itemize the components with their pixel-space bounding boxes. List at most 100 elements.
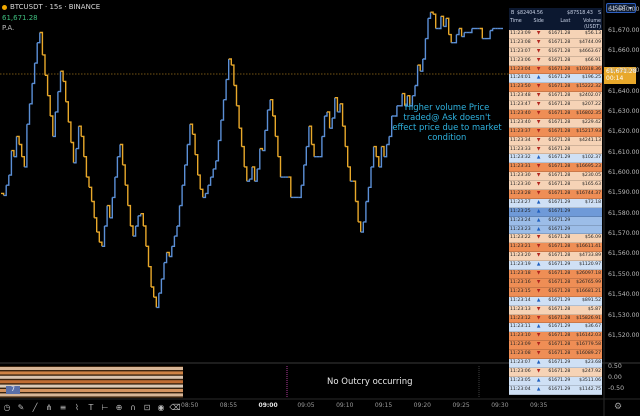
trade-price: 61671.29 [548, 208, 571, 214]
pencil-icon[interactable]: ✎ [17, 402, 25, 412]
lock-icon[interactable]: ⊡ [143, 402, 151, 412]
fibonacci-icon[interactable]: ≡ [59, 402, 67, 412]
tape-row[interactable]: 11:24:01 ▲ 61671.29 $196.25 [509, 74, 602, 84]
trade-price: 61671.28 [548, 279, 571, 285]
tape-row[interactable]: 11:23:22 ▼ 61671.28 $56.09 [509, 234, 602, 244]
tape-row[interactable]: 11:23:24 ▲ 61671.29 [509, 216, 602, 226]
tape-row[interactable]: 11:23:25 ▲ 61671.29 [509, 207, 602, 217]
tape-row[interactable]: 11:23:16 ▼ 61671.28 $26765.99 [509, 278, 602, 288]
price-step-segment [334, 97, 339, 112]
price-step-segment [342, 125, 346, 147]
tape-row[interactable]: 11:23:21 ▼ 61671.28 $16611.41 [509, 243, 602, 253]
tape-row[interactable]: 11:23:48 ▼ 61671.28 $2402.07 [509, 92, 602, 102]
indicator-label[interactable]: P.A. [2, 24, 15, 32]
price-step-segment [264, 109, 269, 131]
lower-stripe [0, 375, 183, 379]
trade-side-icon: ▼ [536, 271, 541, 277]
x-tick-label: 08:50 [181, 402, 199, 409]
tape-row[interactable]: 11:23:05 ▲ 61671.29 $3511.06 [509, 376, 602, 386]
trade-volume: $16779.58 [576, 342, 601, 348]
price-step-segment [24, 124, 28, 168]
tape-row[interactable]: 11:23:28 ▼ 61671.28 $16744.37 [509, 190, 602, 199]
price-step-segment [73, 148, 77, 164]
tape-row[interactable]: 11:23:06 ▼ 61671.28 $66.91 [509, 56, 602, 66]
eye-icon[interactable]: ◉ [157, 402, 165, 412]
brush-icon[interactable]: ⌇ [75, 402, 79, 412]
trade-price: 61671.28 [548, 351, 571, 357]
fork-icon[interactable]: ⋔ [45, 402, 53, 412]
time-and-sales-tape[interactable]: B $82404.56 $87518.43 S Time Side Last V… [509, 8, 602, 395]
tape-row[interactable]: 11:23:07 ▼ 61671.28 $4663.67 [509, 47, 602, 57]
tape-row[interactable]: 11:23:32 ▲ 61671.29 $102.37 [509, 154, 602, 164]
tape-row[interactable]: 11:23:13 ▼ 61671.28 $5.87 [509, 305, 602, 315]
symbol-header[interactable]: BTCUSDT · 15s · BINANCE [2, 3, 100, 11]
price-step-segment [34, 42, 38, 64]
line-icon[interactable]: ╱ [32, 402, 38, 412]
timescale-settings-gear-icon[interactable]: ⚙ [613, 402, 623, 412]
price-step-segment [252, 166, 256, 182]
tape-row[interactable]: 11:23:12 ▼ 61671.28 $15826.91 [509, 314, 602, 324]
trade-volume: $16695.23 [576, 164, 601, 170]
y-tick-label: 61,610.00 [608, 148, 640, 156]
tape-row[interactable]: 11:23:33 ▼ 61671.28 [509, 145, 602, 155]
tape-row[interactable]: 11:23:40 ▼ 61671.28 $229.42 [509, 118, 602, 128]
tape-row[interactable]: 11:23:09 ▼ 61671.28 $56.13 [509, 30, 602, 39]
price-step-segment [249, 166, 253, 180]
tape-row[interactable]: 11:23:19 ▲ 61671.29 $1120.97 [509, 261, 602, 271]
tape-row[interactable]: 11:23:27 ▲ 61671.29 $72.18 [509, 198, 602, 208]
tape-row[interactable]: 11:23:47 ▼ 61671.28 $207.22 [509, 101, 602, 111]
trade-price: 61671.28 [548, 173, 571, 179]
text-icon[interactable]: T [88, 402, 94, 412]
price-step-segment [45, 74, 49, 96]
trade-price: 61671.28 [548, 333, 571, 339]
magnet-icon[interactable]: ∩ [130, 402, 136, 412]
tape-row[interactable]: 11:23:14 ▲ 61671.29 $891.52 [509, 296, 602, 306]
trade-side-icon: ▼ [536, 93, 541, 99]
tape-row[interactable]: 11:23:11 ▲ 61671.29 $36.67 [509, 323, 602, 333]
ruler-icon[interactable]: ⊢ [101, 402, 109, 412]
tape-row[interactable]: 11:23:15 ▼ 61671.28 $16681.21 [509, 287, 602, 297]
tape-row[interactable]: 11:23:04 ▼ 61671.28 $10318.36 [509, 65, 602, 75]
trash-icon[interactable]: ⌫ [169, 402, 181, 412]
trade-time: 11:24:01 [510, 75, 531, 81]
price-step-segment [384, 144, 388, 158]
price-step-segment [104, 205, 108, 227]
tape-row[interactable]: 11:23:06 ▼ 61671.28 $247.92 [509, 367, 602, 377]
trade-side-icon: ▼ [536, 102, 541, 108]
tape-row[interactable]: 11:23:08 ▼ 61671.28 $4744.09 [509, 38, 602, 48]
trade-side-icon: ▼ [536, 315, 541, 321]
tape-row[interactable]: 11:23:18 ▼ 61671.28 $26097.18 [509, 270, 602, 279]
tape-row[interactable]: 11:23:10 ▼ 61671.28 $16142.03 [509, 332, 602, 342]
clock-icon[interactable]: ◷ [3, 402, 11, 412]
tape-row[interactable]: 11:23:50 ▼ 61671.28 $15222.32 [509, 83, 602, 93]
trade-time: 11:23:40 [510, 111, 531, 117]
zoom-icon[interactable]: ⊕ [115, 402, 123, 412]
tape-row[interactable]: 11:23:07 ▲ 61671.29 $23.68 [509, 358, 602, 368]
trade-volume: $26765.99 [576, 279, 601, 285]
tape-row[interactable]: 11:23:23 ▲ 61671.29 [509, 225, 602, 235]
price-step-segment [415, 65, 419, 87]
tape-row[interactable]: 11:23:31 ▼ 61671.28 $16695.23 [509, 163, 602, 173]
tape-row[interactable]: 11:23:30 ▼ 61671.28 $165.63 [509, 181, 602, 191]
tape-row[interactable]: 11:23:20 ▼ 61671.28 $4733.89 [509, 252, 602, 262]
trade-time: 11:23:32 [510, 155, 531, 161]
currency-selector[interactable]: USDT ▾ [606, 3, 636, 13]
tape-row[interactable]: 11:23:30 ▼ 61671.28 $230.05 [509, 172, 602, 182]
price-step-segment [96, 231, 100, 243]
tape-row[interactable]: 11:23:37 ▼ 61671.28 $15217.93 [509, 127, 602, 137]
tape-row[interactable]: 11:23:09 ▼ 61671.28 $16779.58 [509, 341, 602, 351]
tape-row[interactable]: 11:23:40 ▼ 61671.28 $16802.35 [509, 110, 602, 119]
trade-volume: $15217.93 [576, 128, 601, 134]
trade-price: 61671.28 [548, 48, 571, 54]
tape-row[interactable]: 11:23:04 ▲ 61671.29 $1142.75 [509, 385, 602, 395]
tape-row[interactable]: 11:23:34 ▼ 61671.28 $4241.13 [509, 136, 602, 146]
tape-row[interactable]: 11:23:08 ▼ 61671.28 $16089.27 [509, 350, 602, 359]
trade-side-icon: ▲ [536, 155, 541, 161]
trade-volume: $16142.03 [576, 333, 601, 339]
price-step-segment [412, 85, 416, 97]
price-step-segment [26, 103, 31, 125]
price-step-segment [6, 175, 10, 186]
x-tick-label: 09:35 [530, 402, 548, 409]
price-step-segment [303, 146, 307, 166]
